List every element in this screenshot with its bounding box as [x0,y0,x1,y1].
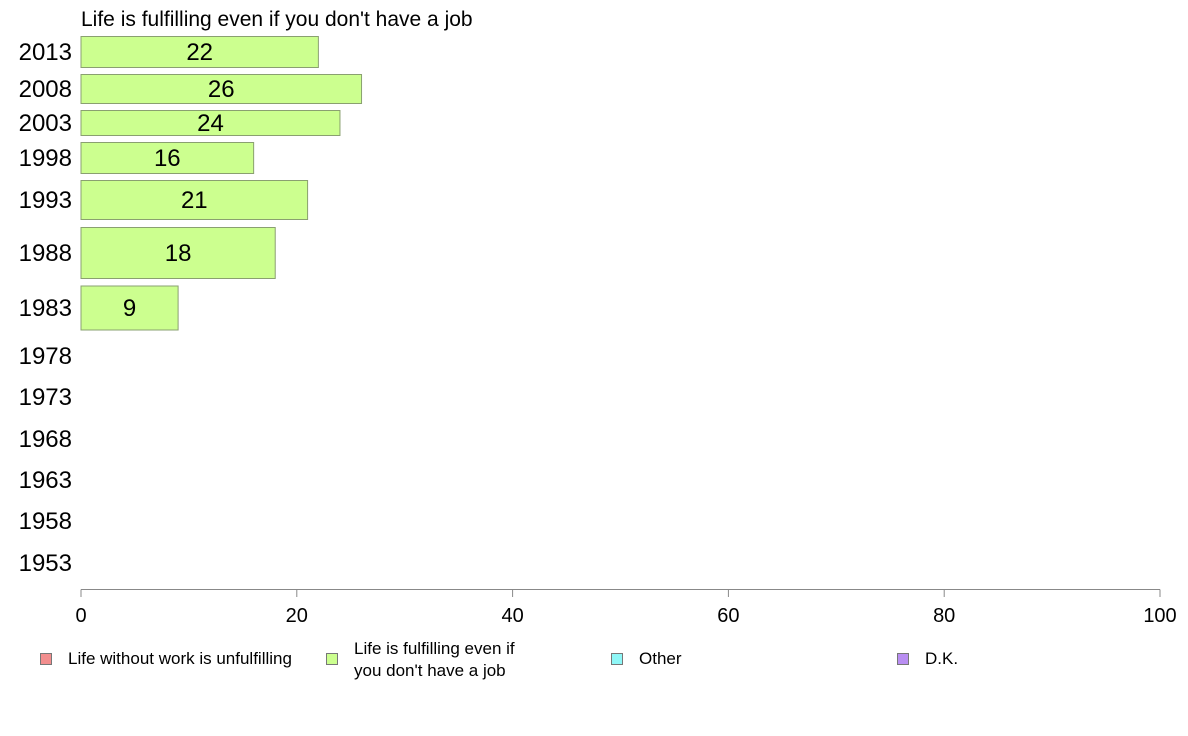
bar-1988 [80,227,276,279]
y-tick-label-1998: 1998 [19,145,72,172]
bar-2013 [80,36,319,68]
y-tick-label-1963: 1963 [19,467,72,494]
bar-value-label-1983: 9 [123,295,136,322]
x-tick-label-40: 40 [501,605,523,627]
legend-item-fulfilling: Life is fulfilling even if you don't hav… [326,638,544,682]
bar-value-label-1993: 21 [181,187,208,214]
bar-value-label-2003: 24 [197,110,224,137]
x-tick-label-100: 100 [1143,605,1176,627]
x-axis-ticks: 0 20 40 60 80 100 [75,589,1177,627]
legend-swatch-fulfilling [326,653,338,665]
chart-title: Life is fulfilling even if you don't hav… [81,8,473,31]
legend-label-other: Other [639,649,682,668]
bar-1993 [80,180,309,220]
bar-value-label-1988: 18 [165,240,192,267]
legend-label-unfulfilling: Life without work is unfulfilling [68,649,292,668]
x-tick-label-80: 80 [933,605,955,627]
y-tick-label-1993: 1993 [19,187,72,214]
y-tick-label-2008: 2008 [19,76,72,103]
y-tick-label-1973: 1973 [19,384,72,411]
y-tick-label-2013: 2013 [19,39,72,66]
y-tick-label-1983: 1983 [19,295,72,322]
legend-swatch-other [611,653,623,665]
legend-swatch-unfulfilling [40,653,52,665]
legend-item-other: Other [611,638,682,670]
legend-label-dk: D.K. [925,649,959,668]
y-tick-label-1958: 1958 [19,508,72,535]
y-tick-label-1953: 1953 [19,550,72,577]
y-tick-label-1978: 1978 [19,343,72,370]
bar-2008 [80,74,363,104]
x-tick-label-20: 20 [286,605,308,627]
bar-value-label-2013: 22 [186,39,213,66]
y-axis-labels: 2013 2008 2003 1998 1993 1988 1983 1978 1973 1968… [19,39,72,577]
legend: Life without work is unfulfilling Life i… [0,638,1188,698]
x-tick-label-0: 0 [75,605,86,627]
bar-2003 [80,110,341,136]
bar-1983 [80,285,179,331]
bar-1998 [80,142,255,174]
legend-item-dk: D.K. [897,638,958,670]
bar-value-label-1998: 16 [154,145,181,172]
bar-value-label-2008: 26 [208,76,235,103]
y-tick-label-2003: 2003 [19,110,72,137]
y-tick-label-1988: 1988 [19,240,72,267]
legend-label-fulfilling: Life is fulfilling even if you don't hav… [354,639,515,680]
y-tick-label-1968: 1968 [19,426,72,453]
legend-swatch-dk [897,653,909,665]
legend-item-unfulfilling: Life without work is unfulfilling [40,638,292,670]
x-tick-label-60: 60 [717,605,739,627]
